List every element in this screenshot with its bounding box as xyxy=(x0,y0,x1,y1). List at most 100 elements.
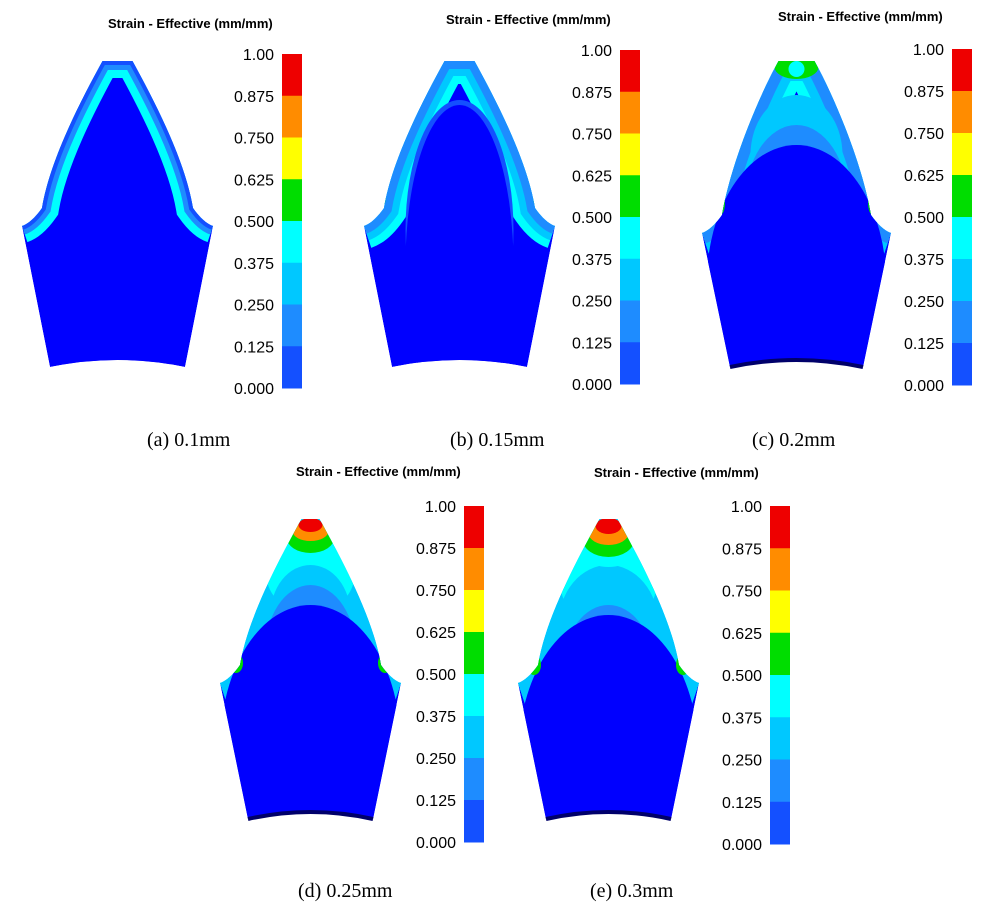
colorbar-band xyxy=(620,175,640,218)
colorbar-tick-label: 0.500 xyxy=(234,214,274,231)
panel-e-tooth xyxy=(518,519,699,821)
panel-c-colorbar: 1.00 0.875 0.750 0.625 0.500 0.375 0.250 0.125 0… xyxy=(904,42,972,395)
colorbar-tick-label: 0.250 xyxy=(572,294,612,311)
panel-a-colorbar: 1.00 0.875 0.750 0.625 0.500 0.375 0.250 0.125 0… xyxy=(234,47,302,398)
colorbar-tick-label: 0.875 xyxy=(722,541,762,558)
colorbar-band xyxy=(770,759,790,803)
colorbar-tick-label: 1.00 xyxy=(581,43,612,60)
panel-b-tooth xyxy=(364,61,555,367)
colorbar-band xyxy=(620,217,640,260)
colorbar-band xyxy=(282,304,302,347)
strain-contour-core xyxy=(518,615,699,819)
colorbar-band xyxy=(464,506,484,549)
colorbar-tick-label: 0.000 xyxy=(722,837,762,854)
colorbar-band xyxy=(464,548,484,591)
strain-contour-core xyxy=(405,105,514,367)
colorbar-tick-label: 0.250 xyxy=(416,751,456,768)
colorbar-tick-label: 0.125 xyxy=(234,339,274,356)
colorbar-tick-label: 0.250 xyxy=(234,298,274,315)
strain-hotspot xyxy=(711,189,725,217)
colorbar-band xyxy=(952,133,972,176)
strain-hotspot xyxy=(676,655,690,675)
colorbar-tick-label: 0.500 xyxy=(904,210,944,227)
colorbar-band xyxy=(770,801,790,845)
colorbar-band xyxy=(770,548,790,591)
colorbar-tick-label: 0.250 xyxy=(904,294,944,311)
colorbar-tick-label: 0.875 xyxy=(416,541,456,558)
colorbar-tick-label: 0.000 xyxy=(234,381,274,398)
colorbar-tick-label: 1.00 xyxy=(731,499,762,516)
colorbar-band xyxy=(282,179,302,222)
strain-hotspot xyxy=(229,653,243,673)
colorbar-band xyxy=(464,674,484,717)
colorbar-tick-label: 0.625 xyxy=(572,168,612,185)
colorbar-tick-label: 0.125 xyxy=(416,793,456,810)
colorbar-tick-label: 0.375 xyxy=(416,709,456,726)
colorbar-band xyxy=(952,217,972,260)
strain-tip-hotspot xyxy=(788,61,805,77)
colorbar-tick-label: 0.375 xyxy=(722,710,762,727)
panel-a-title: Strain - Effective (mm/mm) xyxy=(108,16,273,31)
colorbar-band xyxy=(952,91,972,134)
colorbar-band xyxy=(770,675,790,718)
colorbar-band xyxy=(282,95,302,138)
colorbar-band xyxy=(952,259,972,302)
panel-d-caption: (d) 0.25mm xyxy=(298,880,393,902)
colorbar-tick-label: 0.000 xyxy=(572,377,612,394)
colorbar-tick-label: 0.625 xyxy=(904,168,944,185)
colorbar-band xyxy=(282,221,302,264)
strain-hotspot xyxy=(192,178,202,206)
colorbar-band xyxy=(952,175,972,218)
panel-d-tooth xyxy=(220,519,401,821)
colorbar-tick-label: 0.500 xyxy=(572,210,612,227)
colorbar-band xyxy=(282,262,302,305)
colorbar-tick-label: 0.875 xyxy=(234,89,274,106)
colorbar-tick-label: 0.500 xyxy=(722,668,762,685)
colorbar-tick-label: 0.375 xyxy=(572,252,612,269)
panel-a-tooth xyxy=(22,61,213,367)
colorbar-tick-label: 0.125 xyxy=(904,336,944,353)
strain-contour-core xyxy=(706,145,887,367)
colorbar-band xyxy=(770,632,790,676)
colorbar-band xyxy=(464,800,484,843)
strain-hotspot xyxy=(533,178,545,210)
panel-b-caption: (b) 0.15mm xyxy=(450,429,545,451)
strain-hotspot xyxy=(33,178,43,206)
colorbar-band xyxy=(464,758,484,801)
colorbar-tick-label: 0.625 xyxy=(722,626,762,643)
panel-a-caption: (a) 0.1mm xyxy=(147,429,231,451)
panel-d-title: Strain - Effective (mm/mm) xyxy=(296,464,461,479)
colorbar-band xyxy=(620,342,640,385)
colorbar-band xyxy=(464,632,484,675)
colorbar-band xyxy=(770,717,790,760)
strain-tip-hotspot xyxy=(298,519,323,532)
colorbar-tick-label: 0.875 xyxy=(572,85,612,102)
colorbar-tick-label: 0.625 xyxy=(416,625,456,642)
colorbar-tick-label: 1.00 xyxy=(425,499,456,516)
colorbar-band xyxy=(620,258,640,301)
colorbar-tick-label: 0.375 xyxy=(904,252,944,269)
strain-hotspot xyxy=(378,653,392,673)
colorbar-tick-label: 0.250 xyxy=(722,753,762,770)
colorbar-band xyxy=(952,49,972,92)
panel-d-colorbar: 1.00 0.875 0.750 0.625 0.500 0.375 0.250 0.125 0… xyxy=(416,499,484,852)
colorbar-tick-label: 1.00 xyxy=(243,47,274,64)
colorbar-band xyxy=(770,506,790,549)
colorbar-band xyxy=(620,50,640,93)
colorbar-tick-label: 0.750 xyxy=(904,126,944,143)
panel-c-caption: (c) 0.2mm xyxy=(752,429,836,451)
colorbar-band xyxy=(620,91,640,134)
strain-hotspot xyxy=(374,178,386,210)
panel-e-colorbar: 1.00 0.875 0.750 0.625 0.500 0.375 0.250 0.125 0… xyxy=(722,499,790,854)
colorbar-band xyxy=(464,716,484,759)
colorbar-band xyxy=(464,590,484,633)
colorbar-tick-label: 0.125 xyxy=(722,795,762,812)
panel-c-title: Strain - Effective (mm/mm) xyxy=(778,9,943,24)
tooth-root-edge xyxy=(247,810,374,821)
panel-e-title: Strain - Effective (mm/mm) xyxy=(594,465,759,480)
colorbar-tick-label: 1.00 xyxy=(913,42,944,59)
strain-contour-core xyxy=(220,605,401,819)
colorbar-tick-label: 0.750 xyxy=(234,131,274,148)
strain-hotspot xyxy=(527,655,541,675)
panel-b-title: Strain - Effective (mm/mm) xyxy=(446,12,611,27)
